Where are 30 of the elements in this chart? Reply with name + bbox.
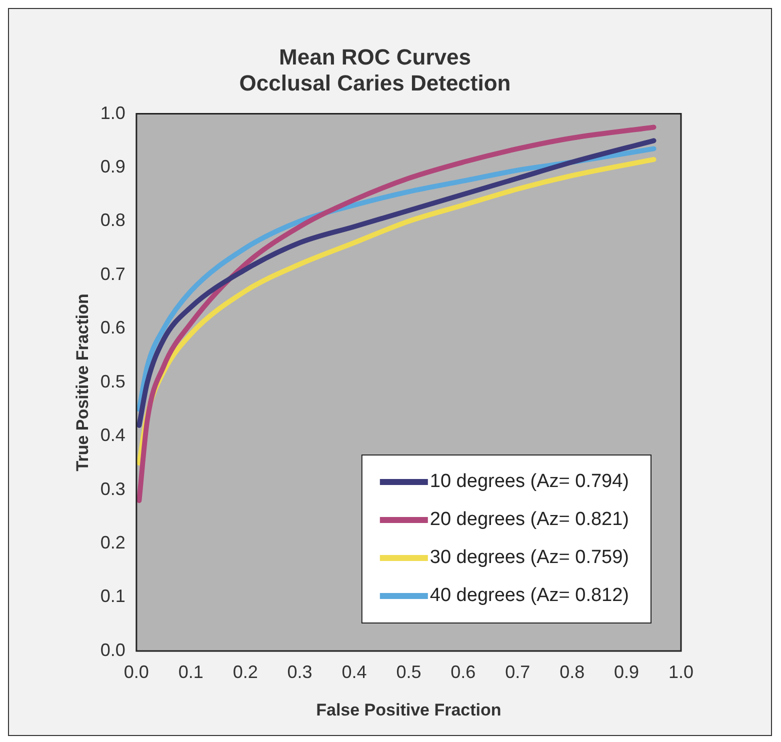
legend-label: 30 degrees (Az= 0.759) [430, 547, 630, 568]
y-tick-label: 0.1 [100, 586, 126, 606]
y-axis-title: True Positive Fraction [72, 294, 92, 472]
y-tick-label: 0.8 [100, 210, 126, 230]
legend-label: 40 degrees (Az= 0.812) [430, 585, 630, 606]
y-tick-label: 0.2 [100, 532, 126, 553]
x-tick-label: 0.2 [232, 662, 258, 682]
x-tick-label: 1.0 [668, 662, 694, 682]
x-tick-label: 0.1 [178, 662, 204, 682]
text: Occlusal Caries Detection [239, 70, 511, 96]
x-tick-label: 0.3 [287, 662, 312, 682]
x-tick-label: 0.6 [450, 662, 476, 682]
x-tick-label: 0.8 [560, 662, 585, 682]
x-tick-label: 0.7 [505, 662, 530, 682]
x-tick-label: 0.5 [396, 662, 422, 682]
y-tick-label: 0.3 [100, 478, 126, 499]
y-tick-label: 1.0 [100, 102, 126, 123]
y-tick-label: 0.9 [100, 156, 126, 176]
y-tick-label: 0.0 [100, 640, 126, 660]
x-tick-label: 0.0 [124, 662, 149, 682]
x-axis-title: False Positive Fraction [316, 700, 502, 720]
legend-label: 10 degrees (Az= 0.794) [430, 471, 630, 492]
text: Mean ROC Curves [279, 44, 471, 70]
y-tick-label: 0.6 [100, 318, 126, 338]
x-tick-label: 0.9 [614, 662, 640, 682]
x-tick-label: 0.4 [342, 662, 367, 682]
y-tick-label: 0.5 [100, 371, 126, 392]
legend-label: 20 degrees (Az= 0.821) [430, 509, 630, 530]
y-tick-label: 0.4 [100, 425, 126, 446]
y-tick-label: 0.7 [100, 264, 126, 284]
